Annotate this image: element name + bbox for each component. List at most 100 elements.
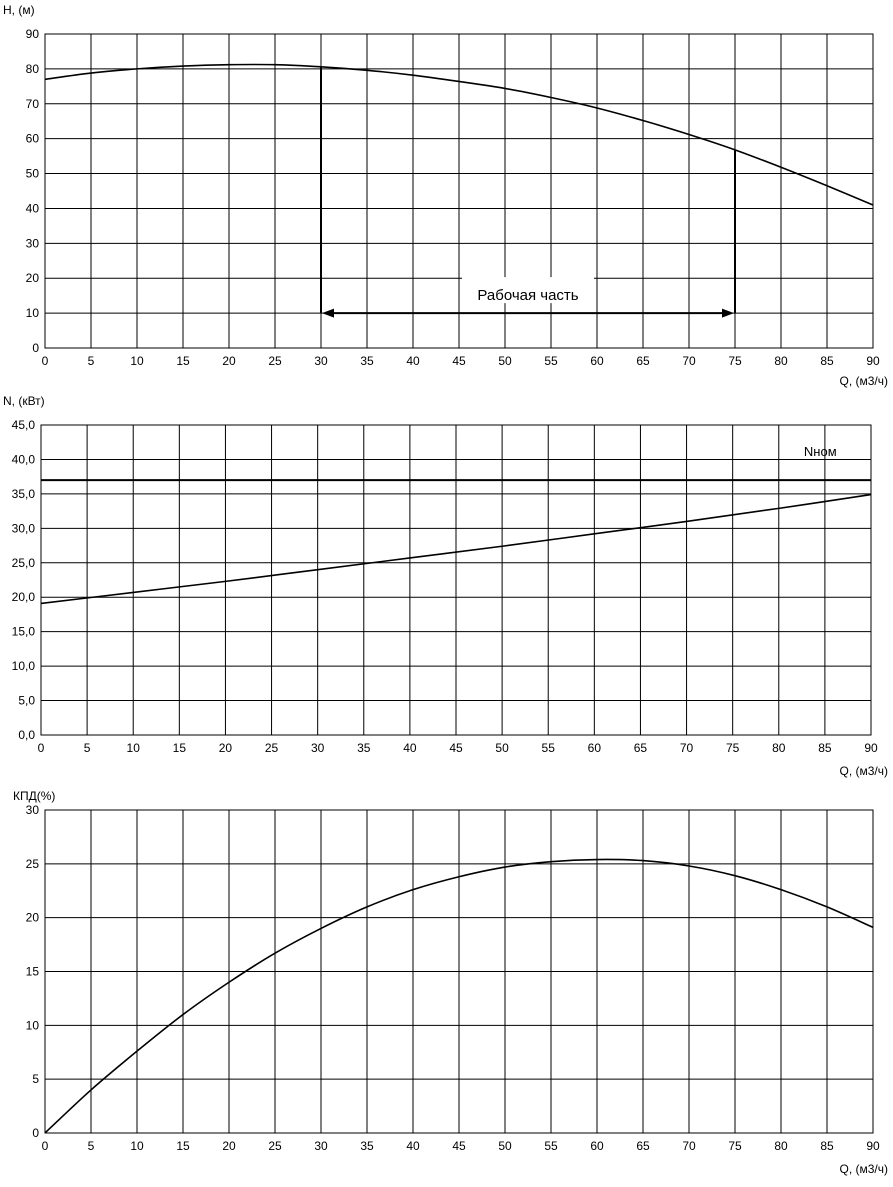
y-tick-label: 10	[26, 306, 40, 320]
head-plot-frame	[44, 33, 874, 349]
x-tick-label: 25	[268, 354, 282, 368]
x-tick-label: 85	[818, 741, 832, 755]
x-tick-label: 45	[449, 741, 463, 755]
head-x-axis-label: Q, (м3/ч)	[839, 374, 888, 388]
nominal-power-label: Nном	[804, 444, 837, 459]
power-grid	[40, 424, 872, 736]
x-tick-label: 30	[314, 1139, 328, 1153]
power-curve	[40, 493, 872, 605]
power-x-tick-labels: 0 5 10 15 20 25 30 35 40 45 50 55 60 65 70 75 80 85 90	[38, 741, 878, 755]
working-range-arrowhead-right	[722, 308, 734, 318]
efficiency-chart: 0 5 10 15 20 25 30 0 5 10 15 20 25 30 35 40 45 50 55 60 65 7…	[13, 789, 888, 1176]
x-tick-label: 80	[774, 354, 788, 368]
x-tick-label: 75	[726, 741, 740, 755]
y-tick-label: 90	[26, 27, 40, 41]
x-tick-label: 40	[403, 741, 417, 755]
power-y-tick-labels: 0,0 5,0 10,0 15,0 20,0 25,0 30,0 35,0 40,0 45,0	[12, 418, 36, 742]
x-tick-label: 50	[498, 1139, 512, 1153]
x-tick-label: 90	[866, 354, 880, 368]
y-tick-label: 80	[26, 62, 40, 76]
x-tick-label: 80	[774, 1139, 788, 1153]
y-tick-label: 50	[26, 167, 40, 181]
x-tick-label: 10	[127, 741, 141, 755]
working-range-label: Рабочая часть	[477, 287, 578, 304]
x-tick-label: 70	[682, 1139, 696, 1153]
head-x-tick-labels: 0 5 10 15 20 25 30 35 40 45 50 55 60 65 70 75 80 85 90	[42, 354, 880, 368]
x-tick-label: 65	[636, 1139, 650, 1153]
x-tick-label: 0	[42, 354, 49, 368]
head-curve	[44, 63, 874, 206]
x-tick-label: 15	[176, 1139, 190, 1153]
y-tick-label: 30	[26, 236, 40, 250]
efficiency-curve	[44, 858, 874, 1134]
x-tick-label: 90	[866, 1139, 880, 1153]
y-tick-label: 0,0	[18, 728, 35, 742]
x-tick-label: 65	[636, 354, 650, 368]
x-tick-label: 40	[406, 1139, 420, 1153]
y-tick-label: 15	[26, 965, 40, 979]
x-tick-label: 25	[268, 1139, 282, 1153]
y-tick-label: 25	[26, 857, 40, 871]
y-tick-label: 20,0	[12, 590, 36, 604]
power-y-axis-label: N, (кВт)	[3, 394, 45, 408]
y-tick-label: 40	[26, 201, 40, 215]
x-tick-label: 35	[357, 741, 371, 755]
x-tick-label: 20	[222, 1139, 236, 1153]
y-tick-label: 20	[26, 271, 40, 285]
y-tick-label: 15,0	[12, 625, 36, 639]
x-tick-label: 55	[544, 354, 558, 368]
y-tick-label: 0	[32, 1126, 39, 1140]
y-tick-label: 5	[32, 1072, 39, 1086]
efficiency-plot-frame	[44, 809, 874, 1134]
x-tick-label: 15	[173, 741, 187, 755]
head-y-axis-label: H, (м)	[3, 3, 35, 17]
x-tick-label: 70	[682, 354, 696, 368]
x-tick-label: 55	[544, 1139, 558, 1153]
y-tick-label: 10,0	[12, 659, 36, 673]
x-tick-label: 60	[590, 1139, 604, 1153]
y-tick-label: 0	[32, 341, 39, 355]
x-tick-label: 10	[130, 354, 144, 368]
x-tick-label: 60	[590, 354, 604, 368]
working-range-annotation: Рабочая часть	[320, 66, 736, 318]
x-tick-label: 5	[88, 1139, 95, 1153]
x-tick-label: 35	[360, 354, 374, 368]
y-tick-label: 60	[26, 132, 40, 146]
x-tick-label: 20	[222, 354, 236, 368]
y-tick-label: 5,0	[18, 694, 35, 708]
x-tick-label: 65	[634, 741, 648, 755]
x-tick-label: 5	[84, 741, 91, 755]
x-tick-label: 35	[360, 1139, 374, 1153]
y-tick-label: 35,0	[12, 487, 36, 501]
y-tick-label: 25,0	[12, 556, 36, 570]
x-tick-label: 80	[772, 741, 786, 755]
efficiency-y-axis-label: КПД(%)	[13, 789, 55, 803]
working-range-arrowhead-left	[322, 308, 334, 318]
y-tick-label: 70	[26, 97, 40, 111]
head-y-tick-labels: 0 10 20 30 40 50 60 70 80 90	[26, 27, 40, 355]
power-x-axis-label: Q, (м3/ч)	[839, 764, 888, 778]
x-tick-label: 0	[42, 1139, 49, 1153]
efficiency-x-tick-labels: 0 5 10 15 20 25 30 35 40 45 50 55 60 65 70 75 80 85 90	[42, 1139, 880, 1153]
x-tick-label: 50	[495, 741, 509, 755]
power-plot-frame	[40, 424, 872, 736]
x-tick-label: 20	[219, 741, 233, 755]
x-tick-label: 75	[728, 1139, 742, 1153]
head-chart: 0 10 20 30 40 50 60 70 80 90 0 5 10 15 20 25 30 35 40 45 50…	[3, 3, 888, 388]
x-tick-label: 10	[130, 1139, 144, 1153]
x-tick-label: 30	[314, 354, 328, 368]
x-tick-label: 15	[176, 354, 190, 368]
y-tick-label: 40,0	[12, 452, 36, 466]
x-tick-label: 90	[864, 741, 878, 755]
y-tick-label: 30	[26, 803, 40, 817]
x-tick-label: 50	[498, 354, 512, 368]
x-tick-label: 25	[265, 741, 279, 755]
x-tick-label: 30	[311, 741, 325, 755]
y-tick-label: 10	[26, 1018, 40, 1032]
x-tick-label: 40	[406, 354, 420, 368]
y-tick-label: 30,0	[12, 521, 36, 535]
efficiency-grid	[44, 809, 874, 1134]
x-tick-label: 85	[820, 354, 834, 368]
efficiency-y-tick-labels: 0 5 10 15 20 25 30	[26, 803, 40, 1140]
